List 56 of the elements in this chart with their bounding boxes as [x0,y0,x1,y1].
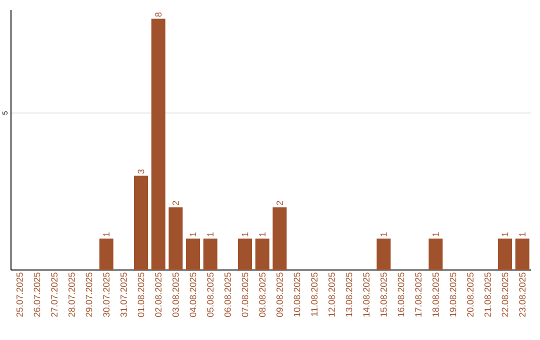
bar [203,238,218,270]
bar [428,238,443,270]
bar [238,238,252,270]
data-label: 1 [502,232,508,236]
data-label: 3 [138,169,144,174]
bar [376,238,391,270]
data-label: 2 [172,200,179,206]
x-tick-label: 31.07.2025 [120,272,127,317]
x-tick-label: 09.08.2025 [276,272,283,317]
bar [255,238,270,270]
x-tick-label: 22.08.2025 [502,272,508,317]
data-label: 2 [276,200,283,206]
x-tick-label: 11.08.2025 [311,272,318,316]
data-label: 1 [519,232,526,236]
bar [134,176,148,270]
x-tick-label: 29.07.2025 [86,272,92,317]
x-tick-label: 12.08.2025 [328,272,335,317]
x-tick-label: 27.07.2025 [51,272,58,317]
x-tick-label: 28.07.2025 [68,272,75,317]
data-label: 1 [380,232,387,236]
x-tick-label: 01.08.2025 [138,272,144,317]
bar [186,238,200,270]
bar [168,207,183,270]
x-tick-label: 30.07.2025 [103,272,110,317]
bar [99,238,114,270]
bar [272,207,287,270]
data-label: 1 [103,232,110,236]
x-tick-label: 08.08.2025 [259,272,266,317]
bar [515,238,530,270]
x-tick-label: 18.08.2025 [432,272,439,317]
x-tick-label: 16.08.2025 [398,272,404,317]
x-tick-label: 14.08.2025 [363,272,370,317]
x-tick-label: 06.08.2025 [224,272,231,317]
x-tick-label: 20.08.2025 [467,272,474,317]
x-tick-label: 17.08.2025 [415,272,422,317]
x-tick-label: 21.08.2025 [484,272,491,317]
bar [151,18,166,270]
x-tick-label: 02.08.2025 [155,272,162,317]
x-tick-label: 13.08.2025 [346,272,352,317]
data-label: 1 [190,232,196,236]
data-label: 1 [259,232,266,236]
x-tick-label: 23.08.2025 [519,272,526,317]
x-tick-label: 07.08.2025 [242,272,248,317]
x-tick-label: 10.08.2025 [294,272,300,317]
x-tick-label: 15.08.2025 [380,272,387,317]
data-label: 1 [432,232,439,236]
x-tick-label: 19.08.2025 [450,272,456,317]
bar [498,238,512,270]
x-tick-label: 05.08.2025 [207,272,214,317]
x-tick-label: 25.07.2025 [16,272,23,317]
data-label: 1 [242,232,248,236]
x-tick-label: 04.08.2025 [190,272,196,317]
data-label: 8 [155,12,162,17]
data-label: 1 [207,232,214,236]
x-tick-label: 03.08.2025 [172,272,179,317]
x-tick-label: 26.07.2025 [34,272,40,317]
